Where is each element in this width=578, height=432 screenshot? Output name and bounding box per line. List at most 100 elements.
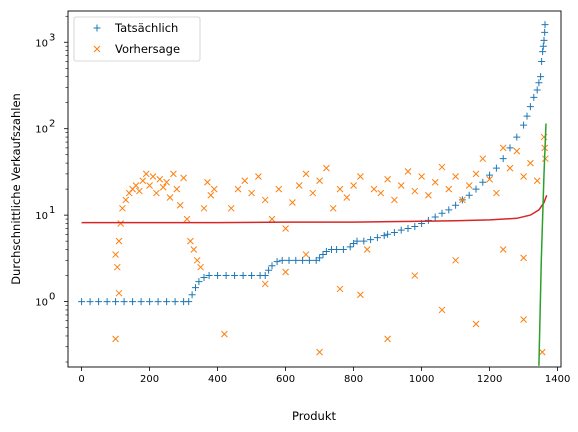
data-point-predicted [370,185,378,193]
data-point-actual [404,225,412,233]
data-point-actual [535,79,543,87]
data-point-predicted [513,147,521,155]
data-point-actual [292,256,300,264]
y-tick-label: 10 [35,298,48,309]
x-axis-label: Produkt [292,409,336,423]
data-point-predicted [282,225,289,232]
data-point-actual [129,298,137,306]
data-point-predicted [187,237,194,245]
data-point-actual [333,246,341,254]
data-point-predicted [112,335,119,343]
data-point-actual [120,298,128,306]
data-point-actual [222,272,230,280]
data-point-actual [513,133,521,141]
data-point-predicted [538,348,546,356]
data-point-actual [367,236,375,244]
data-point-actual [445,206,453,214]
data-point-predicted [197,263,204,271]
data-point-predicted [499,246,507,253]
data-point-actual [384,230,392,238]
data-point-predicted [183,215,191,223]
data-point-predicted [520,254,527,262]
data-point-predicted [384,175,391,183]
data-point-actual [163,298,171,306]
data-point-predicted [261,280,269,288]
x-tick-label: 1000 [409,374,434,385]
y-tick-label: 10 [35,125,48,136]
data-point-predicted [200,204,208,212]
data-point-predicted [112,251,119,258]
data-layer [78,21,549,366]
data-point-predicted [397,182,405,189]
data-point-actual [506,144,514,152]
data-point-predicted [149,173,157,180]
data-point-predicted [542,155,549,163]
data-point-predicted [343,194,351,201]
data-point-actual [112,298,120,306]
data-point-predicted [122,196,130,204]
data-point-actual [299,256,307,264]
data-point-predicted [411,272,419,279]
y-axis-label: Durchschnittliche Verkaufszahlen [9,93,23,285]
data-point-actual [373,234,381,242]
data-point-predicted [136,187,143,195]
data-point-predicted [302,170,310,178]
data-point-predicted [142,170,150,178]
data-point-predicted [499,144,507,152]
data-point-predicted [241,177,249,185]
data-point-actual [273,258,281,266]
data-point-predicted [533,177,541,185]
data-point-actual [78,298,86,306]
data-point-actual [231,272,239,280]
data-point-predicted [520,173,527,180]
data-point-actual [200,273,208,281]
data-point-actual [319,251,327,259]
data-point-actual [154,298,162,306]
data-point-predicted [289,199,296,206]
data-point-actual [452,201,460,209]
data-point-predicted [139,177,147,185]
data-point-actual [539,42,547,50]
data-point-actual [265,266,273,274]
data-point-actual [268,262,276,270]
data-point-predicted [193,256,201,264]
data-point-actual [520,121,528,129]
data-point-actual [239,272,247,280]
data-point-predicted [316,348,323,356]
data-point-predicted [156,175,164,183]
legend-box [73,16,201,62]
data-point-actual [538,57,546,65]
y-tick-exponent: 3 [49,32,55,43]
data-point-predicted [527,159,534,167]
data-point-predicted [115,289,123,297]
data-point-predicted [166,194,174,201]
legend: Tatsächlich Vorhersage [73,16,201,62]
data-point-actual [360,237,368,245]
data-point-predicted [520,316,527,323]
data-point-actual [397,226,405,234]
data-point-predicted [377,189,385,197]
data-point-actual [540,36,548,44]
data-point-actual [261,272,269,280]
data-point-predicted [234,185,242,193]
data-point-predicted [227,204,235,212]
data-point-actual [248,272,256,280]
x-tick-label: 200 [140,374,159,385]
x-axis-ticks: 0 200 400 600 800 1000 1200 1400 [78,367,570,385]
data-point-predicted [438,306,446,314]
legend-marker-actual [93,24,101,32]
data-point-actual [346,243,354,251]
data-point-predicted [431,178,439,186]
data-point-predicted [207,191,215,199]
data-point-actual [188,291,196,299]
data-point-predicted [309,189,317,197]
x-tick-label: 0 [78,374,84,385]
data-point-predicted [472,170,480,178]
data-point-predicted [180,174,187,182]
data-point-actual [530,93,538,101]
data-point-actual [353,237,361,245]
data-point-predicted [115,237,123,245]
data-point-actual [390,228,398,236]
data-point-predicted [452,256,459,264]
